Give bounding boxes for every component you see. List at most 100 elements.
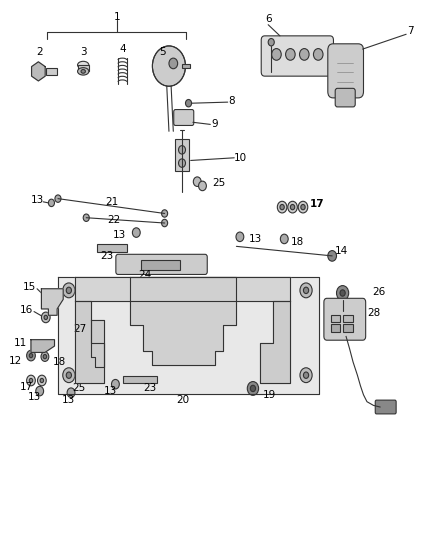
- Circle shape: [169, 58, 178, 69]
- Circle shape: [40, 378, 44, 383]
- Circle shape: [268, 38, 274, 46]
- Bar: [97, 244, 127, 252]
- Circle shape: [152, 46, 185, 86]
- Text: 18: 18: [291, 237, 304, 247]
- Text: 13: 13: [113, 230, 127, 240]
- Bar: [343, 316, 353, 321]
- Text: 14: 14: [334, 246, 348, 256]
- Circle shape: [83, 214, 89, 221]
- Text: 2: 2: [36, 47, 43, 57]
- Circle shape: [29, 353, 33, 358]
- Circle shape: [290, 205, 295, 210]
- Circle shape: [301, 205, 305, 210]
- Text: 12: 12: [9, 356, 22, 366]
- Circle shape: [247, 382, 258, 395]
- Circle shape: [304, 287, 309, 294]
- FancyBboxPatch shape: [328, 44, 364, 98]
- Bar: [78, 65, 89, 71]
- FancyBboxPatch shape: [324, 298, 366, 340]
- Text: 13: 13: [249, 234, 262, 244]
- Text: 17: 17: [310, 199, 325, 209]
- Text: 4: 4: [119, 44, 126, 54]
- Text: 7: 7: [407, 26, 414, 36]
- Text: 24: 24: [138, 270, 152, 280]
- Text: 25: 25: [72, 383, 85, 393]
- Circle shape: [27, 350, 35, 361]
- Text: 5: 5: [159, 47, 166, 57]
- FancyBboxPatch shape: [261, 36, 333, 76]
- Text: 13: 13: [62, 395, 75, 405]
- Bar: [331, 316, 340, 321]
- FancyBboxPatch shape: [375, 400, 396, 414]
- Circle shape: [38, 375, 46, 386]
- Circle shape: [36, 386, 44, 396]
- Circle shape: [66, 372, 71, 378]
- Circle shape: [63, 283, 75, 298]
- Text: 9: 9: [212, 119, 218, 130]
- Circle shape: [112, 379, 119, 389]
- Circle shape: [198, 181, 206, 191]
- Circle shape: [298, 201, 308, 213]
- Text: 11: 11: [14, 338, 28, 349]
- Circle shape: [44, 316, 47, 319]
- Polygon shape: [74, 301, 104, 383]
- Ellipse shape: [78, 61, 89, 69]
- Bar: [182, 64, 190, 68]
- Circle shape: [48, 199, 54, 207]
- Polygon shape: [130, 277, 237, 365]
- Circle shape: [193, 177, 201, 187]
- Text: 23: 23: [101, 251, 114, 261]
- Text: 8: 8: [229, 96, 235, 106]
- Text: 22: 22: [107, 215, 120, 225]
- Circle shape: [286, 49, 295, 60]
- Circle shape: [277, 201, 287, 213]
- Text: 13: 13: [28, 392, 41, 402]
- Circle shape: [251, 385, 255, 392]
- Circle shape: [43, 354, 47, 359]
- Bar: [141, 260, 180, 270]
- Text: 28: 28: [367, 308, 380, 318]
- Circle shape: [272, 49, 281, 60]
- FancyBboxPatch shape: [174, 110, 194, 125]
- Text: 27: 27: [74, 324, 87, 334]
- Text: 6: 6: [265, 14, 272, 24]
- Circle shape: [300, 49, 309, 60]
- Polygon shape: [31, 340, 54, 352]
- Circle shape: [300, 368, 312, 383]
- Text: 16: 16: [19, 305, 33, 315]
- Circle shape: [300, 283, 312, 298]
- Circle shape: [27, 375, 35, 386]
- FancyBboxPatch shape: [116, 254, 207, 274]
- Text: 1: 1: [113, 12, 120, 22]
- Circle shape: [29, 378, 33, 383]
- Circle shape: [132, 228, 140, 237]
- Circle shape: [314, 49, 323, 60]
- Text: 21: 21: [105, 197, 118, 207]
- Circle shape: [280, 234, 288, 244]
- Text: 3: 3: [80, 47, 87, 57]
- Circle shape: [185, 100, 191, 107]
- Bar: [123, 376, 157, 383]
- Circle shape: [179, 159, 185, 167]
- Polygon shape: [260, 301, 290, 383]
- Bar: [81, 377, 96, 382]
- Bar: [331, 324, 340, 332]
- Ellipse shape: [81, 69, 85, 73]
- Circle shape: [67, 388, 75, 398]
- Circle shape: [340, 290, 345, 296]
- Circle shape: [280, 205, 284, 210]
- Text: 15: 15: [23, 281, 36, 292]
- Circle shape: [162, 210, 168, 217]
- Bar: [343, 324, 353, 332]
- Circle shape: [42, 312, 50, 322]
- Text: 18: 18: [53, 357, 66, 367]
- Text: 13: 13: [103, 386, 117, 396]
- Circle shape: [55, 195, 61, 203]
- Circle shape: [66, 287, 71, 294]
- Bar: [46, 68, 57, 75]
- Circle shape: [336, 286, 349, 301]
- Text: 17: 17: [20, 382, 33, 392]
- Text: 25: 25: [212, 177, 226, 188]
- Circle shape: [328, 251, 336, 261]
- Circle shape: [236, 232, 244, 241]
